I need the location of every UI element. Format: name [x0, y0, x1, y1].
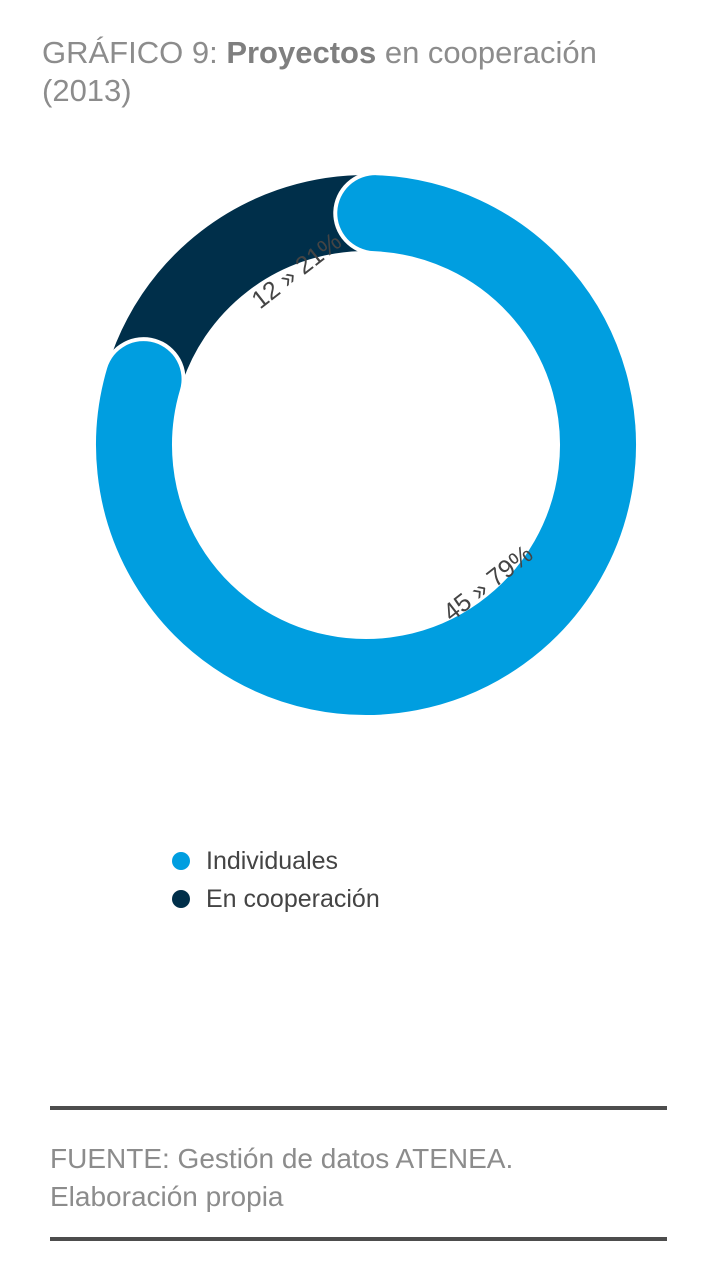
- legend: Individuales En cooperación: [172, 842, 380, 918]
- chart-title: GRÁFICO 9: Proyectos en cooperación (201…: [42, 34, 682, 110]
- donut-chart: 45 » 79%12 » 21%: [92, 171, 640, 719]
- donut-slice-individuales: [96, 175, 636, 715]
- legend-item-en-cooperacion: En cooperación: [172, 880, 380, 918]
- source-rule-bottom: [50, 1237, 667, 1241]
- source-line-1: FUENTE: Gestión de datos ATENEA.: [50, 1143, 514, 1174]
- source-line-2: Elaboración propia: [50, 1181, 284, 1212]
- title-suffix: en cooperación (2013): [42, 35, 597, 108]
- title-prefix: GRÁFICO 9:: [42, 35, 227, 70]
- legend-label-individuales: Individuales: [206, 846, 339, 875]
- source-rule-top: [50, 1106, 667, 1110]
- legend-swatch-en-cooperacion: [172, 890, 190, 908]
- source-note: FUENTE: Gestión de datos ATENEA. Elabora…: [50, 1140, 670, 1216]
- legend-item-individuales: Individuales: [172, 842, 380, 880]
- legend-swatch-individuales: [172, 852, 190, 870]
- title-bold: Proyectos: [226, 35, 377, 70]
- legend-label-en-cooperacion: En cooperación: [206, 884, 380, 913]
